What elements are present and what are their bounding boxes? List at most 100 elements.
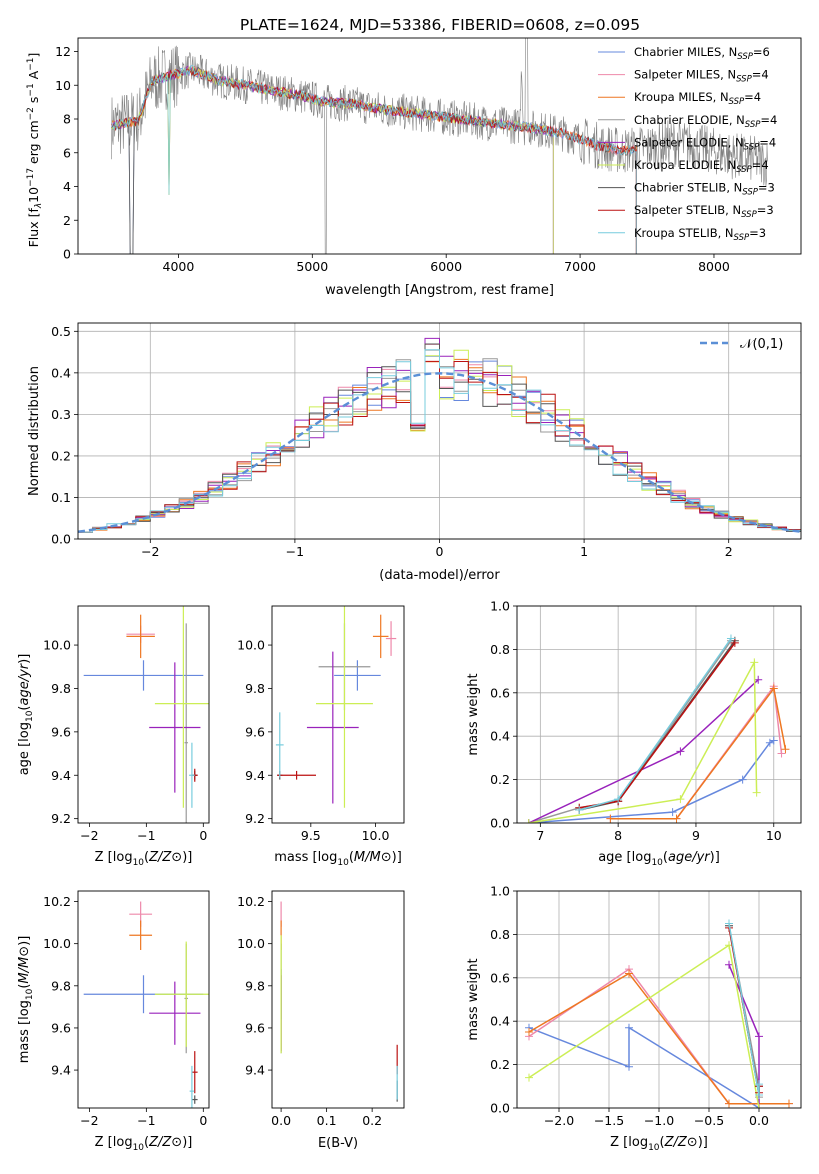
data-marker <box>676 747 685 756</box>
model-spectrum-chabrier-elodie <box>111 66 554 254</box>
axes-frame <box>77 37 802 255</box>
data-marker <box>614 795 623 804</box>
data-marker <box>575 805 584 814</box>
residual-histogram-kroupa-stelib <box>78 349 801 533</box>
x-tick-label: 9 <box>692 828 700 843</box>
y-tick-label: 9.6 <box>51 724 71 739</box>
y-tick-label: 9.8 <box>245 978 265 993</box>
axes-frame <box>77 605 210 824</box>
x-tick-label: −2.0 <box>544 1113 574 1128</box>
y-tick-label: 10.2 <box>237 894 265 909</box>
legend-label: Salpeter ELODIE, NSSP=4 <box>634 135 776 152</box>
y-tick-label: 9.6 <box>245 724 265 739</box>
y-tick-label: 0.2 <box>490 1057 510 1072</box>
legend-label: Kroupa ELODIE, NSSP=4 <box>634 158 769 175</box>
y-tick-label: 4 <box>63 179 71 194</box>
data-marker <box>730 638 739 647</box>
y-axis-label: Flux [fλ10−17 erg cm−2 s−1 A−1] <box>26 53 44 248</box>
spectrum-legend: Chabrier MILES, NSSP=6 Salpeter MILES, NS… <box>598 45 777 243</box>
plot-area <box>524 634 790 823</box>
error-point-kroupa-stelib <box>275 712 284 778</box>
legend-label: Chabrier STELIB, NSSP=3 <box>634 181 775 198</box>
model-spectrum-chabrier-miles <box>111 64 637 254</box>
plot-area <box>525 919 793 1108</box>
y-tick-label: 9.6 <box>245 1020 265 1035</box>
y-tick-label: 10.0 <box>237 936 265 951</box>
weight-series-kroupa-stelib <box>725 919 763 1099</box>
x-tick-label: 4000 <box>163 259 195 274</box>
x-tick-label: 10.0 <box>362 828 390 843</box>
y-axis-label: age [log10(age/yr)] <box>17 654 35 776</box>
legend-label: Chabrier MILES, NSSP=6 <box>634 45 770 62</box>
y-tick-label: 0.6 <box>490 970 510 985</box>
y-tick-label: 0.0 <box>51 532 71 547</box>
legend-label: Salpeter MILES, NSSP=4 <box>634 68 769 85</box>
y-tick-label: 2 <box>63 213 71 228</box>
data-marker <box>524 819 533 823</box>
error-point-salpeter-elodie <box>306 651 359 804</box>
y-axis-label: mass weight <box>466 673 481 755</box>
x-axis-label: mass [log10(M/M⊙)] <box>274 850 402 868</box>
y-tick-label: 0.5 <box>51 324 71 339</box>
x-tick-label: 0.2 <box>362 1113 382 1128</box>
y-tick-label: 0.6 <box>490 685 510 700</box>
error-point-salpeter-stelib <box>191 1051 198 1094</box>
error-point-kroupa-stelib <box>189 1065 195 1108</box>
data-marker <box>725 919 733 928</box>
weight-series-kroupa-elodie <box>525 941 763 1108</box>
x-tick-label: 0.0 <box>271 1113 291 1128</box>
y-tick-label: 10 <box>55 78 71 93</box>
data-marker <box>755 1080 763 1089</box>
residual-histogram-salpeter-stelib <box>78 360 801 533</box>
y-tick-label: 0.8 <box>490 927 510 942</box>
x-tick-label: 7 <box>536 828 544 843</box>
y-tick-label: 6 <box>63 145 71 160</box>
data-marker <box>525 1028 533 1037</box>
error-point-kroupa-stelib <box>189 742 195 808</box>
y-tick-label: 10.0 <box>237 638 265 653</box>
data-marker <box>606 814 615 823</box>
axes-frame <box>271 890 405 1109</box>
x-tick-label: −2 <box>141 544 159 559</box>
data-marker <box>752 788 761 797</box>
y-tick-label: 0.2 <box>490 772 510 787</box>
x-axis-label: Z [log10(Z/Z⊙)] <box>610 1135 708 1153</box>
plot-area <box>78 337 801 533</box>
y-tick-label: 0 <box>63 247 71 262</box>
y-tick-label: 1.0 <box>490 599 510 614</box>
x-tick-label: 5000 <box>296 259 328 274</box>
observed-spectrum <box>111 38 768 254</box>
x-axis-label: Z [log10(Z/Z⊙)] <box>95 850 193 868</box>
figure-title: PLATE=1624, MJD=53386, FIBERID=0608, z=0… <box>240 16 640 34</box>
y-tick-label: 0.1 <box>51 490 71 505</box>
data-marker <box>785 1099 793 1108</box>
model-spectrum-chabrier-stelib <box>111 67 637 254</box>
error-point-kroupa-elodie <box>316 606 373 808</box>
y-tick-label: 0.0 <box>490 1101 510 1116</box>
weight-series-kroupa-miles <box>606 684 790 823</box>
data-marker <box>755 1104 763 1108</box>
data-marker <box>725 960 733 969</box>
y-tick-label: 8 <box>63 112 71 127</box>
y-tick-label: 0.4 <box>490 1014 510 1029</box>
data-marker <box>750 658 759 667</box>
data-marker <box>726 634 735 643</box>
x-tick-label: 9.5 <box>301 828 321 843</box>
error-point-chabrier-miles <box>83 660 204 691</box>
y-tick-label: 9.2 <box>245 811 265 826</box>
data-marker <box>781 745 790 754</box>
error-point-kroupa-elodie <box>154 606 209 808</box>
data-marker <box>625 1023 633 1032</box>
y-tick-label: 9.2 <box>51 811 71 826</box>
weight-series-kroupa-stelib <box>575 634 735 814</box>
y-axis-label: Normed distribution <box>27 366 42 496</box>
legend-label: Salpeter STELIB, NSSP=3 <box>634 203 774 220</box>
data-marker <box>755 1032 763 1041</box>
x-tick-label: −1 <box>286 544 304 559</box>
plot-area <box>280 901 398 1102</box>
data-marker <box>769 736 778 745</box>
error-point-kroupa-miles <box>126 614 155 659</box>
error-point-salpeter-miles <box>385 621 397 656</box>
model-spectrum-salpeter-miles <box>111 65 637 254</box>
